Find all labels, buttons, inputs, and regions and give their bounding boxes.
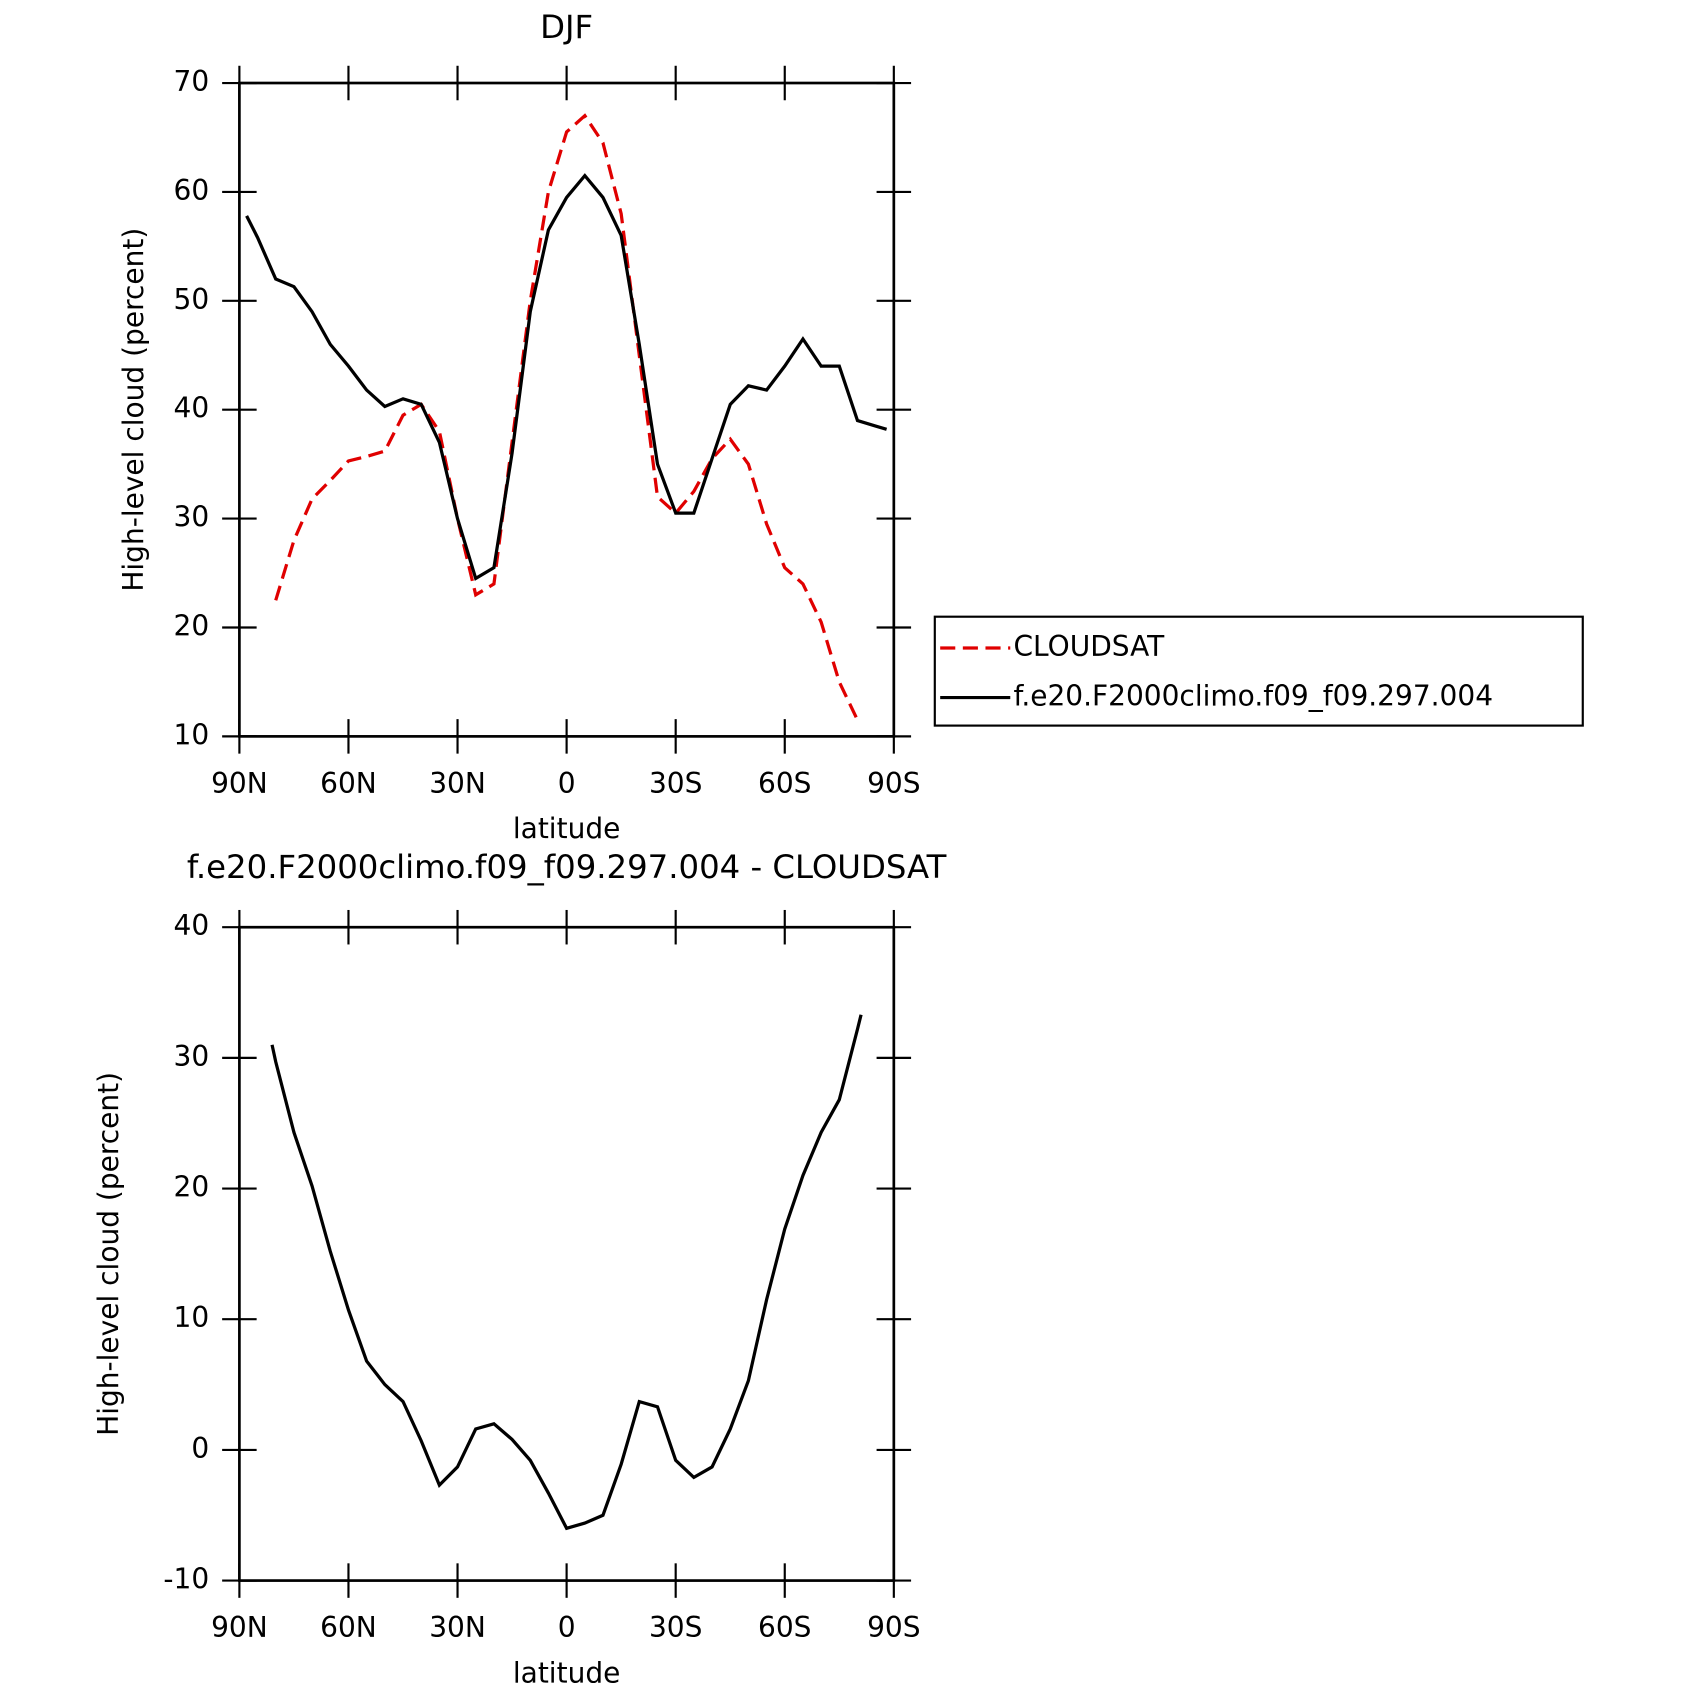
x-axis-label: latitude: [513, 1656, 620, 1683]
chart-title: f.e20.F2000climo.f09_f09.297.004 - CLOUD…: [187, 848, 947, 886]
y-tick-label: 0: [191, 1432, 209, 1465]
y-axis-label: High-level cloud (percent): [117, 228, 150, 592]
legend-label: f.e20.F2000climo.f09_f09.297.004: [1014, 680, 1494, 713]
x-tick-label: 0: [558, 1611, 576, 1644]
y-tick-label: 20: [174, 1171, 210, 1204]
x-tick-label: 60N: [320, 1611, 377, 1644]
x-tick-label: 60S: [758, 767, 811, 800]
y-tick-label: 50: [174, 283, 210, 316]
data-line: [245, 173, 888, 581]
y-tick-label: 10: [174, 718, 210, 751]
x-tick-label: 30S: [649, 1611, 702, 1644]
x-tick-label: 30N: [429, 1611, 486, 1644]
plot-frame: [238, 925, 896, 1582]
y-tick-label: 30: [174, 501, 210, 534]
x-tick-label: 30N: [429, 767, 486, 800]
plot-frame: [238, 81, 896, 738]
y-axis-label: High-level cloud (percent): [92, 1072, 125, 1436]
x-tick-label: 90S: [867, 1611, 920, 1644]
y-tick-label: 20: [174, 609, 210, 642]
x-tick-label: 90N: [211, 767, 268, 800]
legend-label: CLOUDSAT: [1014, 630, 1166, 663]
x-tick-label: 90N: [211, 1611, 268, 1644]
x-tick-label: 30S: [649, 767, 702, 800]
data-line: [274, 113, 859, 721]
legend-box: [933, 615, 1584, 727]
chart-title: DJF: [540, 8, 593, 46]
y-tick-label: 10: [174, 1301, 210, 1334]
data-line: [270, 1014, 863, 1531]
x-tick-label: 0: [558, 767, 576, 800]
y-tick-label: 60: [174, 174, 210, 207]
y-tick-label: 40: [174, 909, 210, 942]
x-tick-label: 60S: [758, 1611, 811, 1644]
y-tick-label: 70: [174, 65, 210, 98]
y-tick-label: 40: [174, 392, 210, 425]
y-tick-label: -10: [163, 1563, 209, 1596]
x-axis-label: latitude: [513, 812, 620, 845]
x-tick-label: 90S: [867, 767, 920, 800]
x-tick-label: 60N: [320, 767, 377, 800]
y-tick-label: 30: [174, 1040, 210, 1073]
